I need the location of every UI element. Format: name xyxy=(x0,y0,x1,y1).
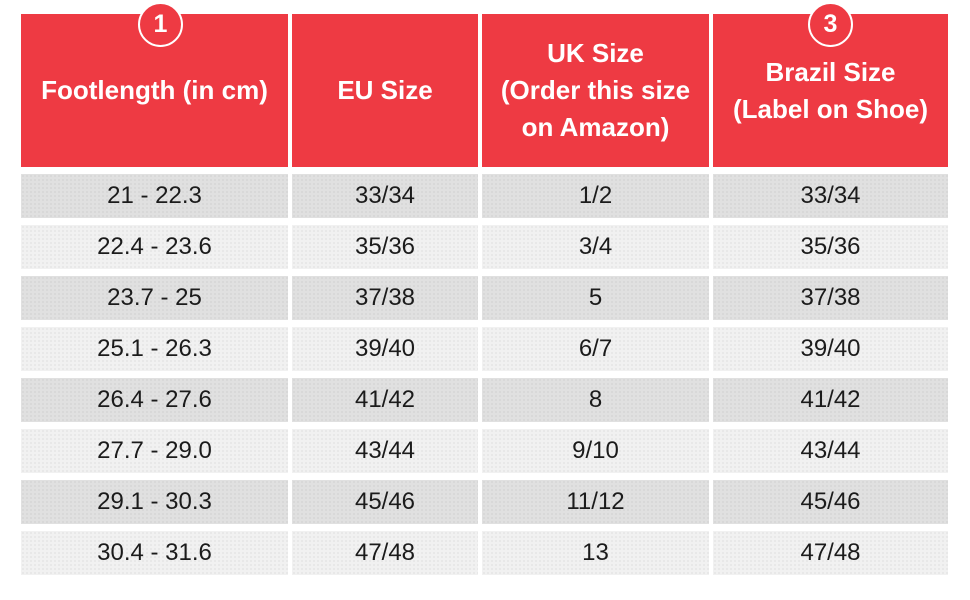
cell-uk-size: 8 xyxy=(482,378,709,422)
cell-eu-size: 33/34 xyxy=(292,174,478,218)
step-badge-3: 3 xyxy=(808,2,853,47)
cell-footlength: 25.1 - 26.3 xyxy=(21,327,288,371)
cell-footlength: 23.7 - 25 xyxy=(21,276,288,320)
size-conversion-table: Footlength (in cm) EU Size UK Size (Orde… xyxy=(21,14,948,575)
cell-brazil-size: 39/40 xyxy=(713,327,948,371)
cell-brazil-size: 37/38 xyxy=(713,276,948,320)
header-cell-eu-size: EU Size xyxy=(292,14,478,167)
cell-footlength: 30.4 - 31.6 xyxy=(21,531,288,575)
cell-footlength: 21 - 22.3 xyxy=(21,174,288,218)
cell-footlength: 22.4 - 23.6 xyxy=(21,225,288,269)
step-badge-1: 1 xyxy=(138,2,183,47)
cell-brazil-size: 33/34 xyxy=(713,174,948,218)
cell-eu-size: 37/38 xyxy=(292,276,478,320)
cell-eu-size: 35/36 xyxy=(292,225,478,269)
cell-eu-size: 39/40 xyxy=(292,327,478,371)
cell-uk-size: 13 xyxy=(482,531,709,575)
cell-brazil-size: 41/42 xyxy=(713,378,948,422)
cell-eu-size: 47/48 xyxy=(292,531,478,575)
cell-brazil-size: 35/36 xyxy=(713,225,948,269)
cell-eu-size: 45/46 xyxy=(292,480,478,524)
cell-eu-size: 41/42 xyxy=(292,378,478,422)
cell-footlength: 26.4 - 27.6 xyxy=(21,378,288,422)
cell-footlength: 27.7 - 29.0 xyxy=(21,429,288,473)
cell-uk-size: 9/10 xyxy=(482,429,709,473)
header-cell-uk-size: UK Size (Order this size on Amazon) xyxy=(482,14,709,167)
cell-brazil-size: 43/44 xyxy=(713,429,948,473)
cell-uk-size: 11/12 xyxy=(482,480,709,524)
cell-uk-size: 5 xyxy=(482,276,709,320)
cell-eu-size: 43/44 xyxy=(292,429,478,473)
cell-uk-size: 6/7 xyxy=(482,327,709,371)
cell-brazil-size: 45/46 xyxy=(713,480,948,524)
cell-footlength: 29.1 - 30.3 xyxy=(21,480,288,524)
cell-uk-size: 1/2 xyxy=(482,174,709,218)
cell-uk-size: 3/4 xyxy=(482,225,709,269)
cell-brazil-size: 47/48 xyxy=(713,531,948,575)
